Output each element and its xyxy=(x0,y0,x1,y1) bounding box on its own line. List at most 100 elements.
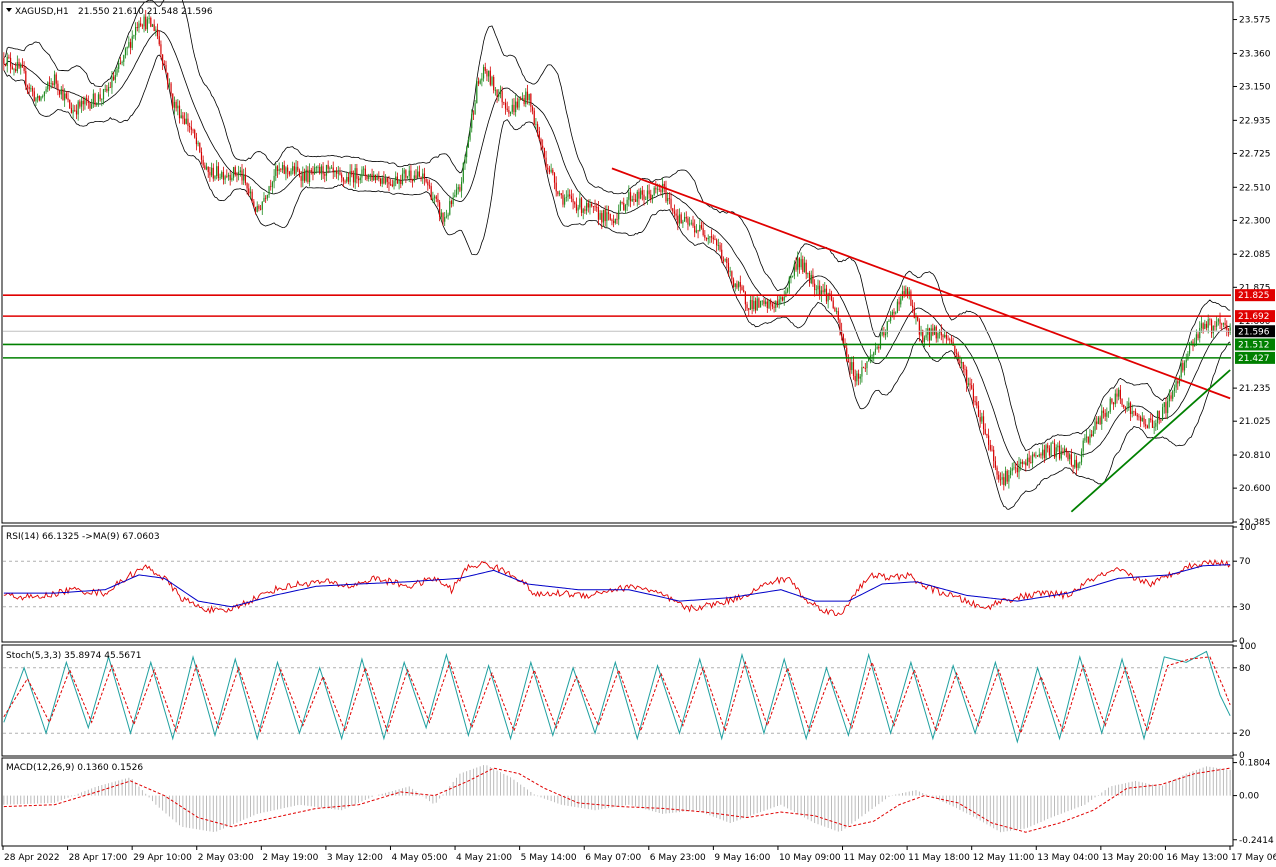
candle-body xyxy=(589,203,591,208)
candle-body xyxy=(325,164,328,176)
candle-body xyxy=(276,166,279,171)
current-price-tag-label: 21.596 xyxy=(1238,327,1270,337)
candle-body xyxy=(295,166,297,174)
candle-body xyxy=(739,282,741,287)
candle-body xyxy=(133,35,135,37)
macd-tick-label: 0.00 xyxy=(1239,792,1259,802)
candle-body xyxy=(599,213,601,220)
candle-body xyxy=(842,334,844,345)
dropdown-arrow-icon[interactable] xyxy=(6,8,12,12)
candle-body xyxy=(249,191,252,194)
candle-body xyxy=(391,184,393,187)
candle-body xyxy=(966,369,968,385)
candle-body xyxy=(509,111,512,114)
candle-body xyxy=(109,87,111,88)
price-tag-box xyxy=(1235,310,1275,323)
candle-body xyxy=(440,212,442,217)
candle-body xyxy=(1028,457,1030,463)
candle-body xyxy=(1092,430,1094,437)
candle-body xyxy=(702,228,704,236)
candle-body xyxy=(1021,461,1023,464)
candle-body xyxy=(1008,474,1010,482)
candle-body xyxy=(234,167,236,175)
candle-body xyxy=(810,274,812,284)
candle-body xyxy=(163,63,165,65)
macd-pane[interactable]: 0.1804 0.00 -0.2414 MACD(12,26,9) 0.1360 0… xyxy=(1,757,1274,847)
candle-body xyxy=(239,170,241,172)
candle-body xyxy=(873,352,875,356)
candle-body xyxy=(229,174,231,181)
candle-body xyxy=(1064,448,1066,452)
candle-body xyxy=(1197,334,1199,339)
candle-body xyxy=(231,177,233,181)
candle-body xyxy=(1160,419,1162,421)
candle-body xyxy=(221,172,223,178)
candle-body xyxy=(1074,459,1076,468)
candle-body xyxy=(530,93,532,107)
candle-body xyxy=(795,264,797,270)
candle-body xyxy=(925,334,927,338)
candle-body xyxy=(21,64,24,68)
candle-body xyxy=(947,338,949,340)
candle-body xyxy=(945,334,947,339)
candle-body xyxy=(1119,389,1121,399)
trendline-support[interactable] xyxy=(1070,369,1231,513)
candle-body xyxy=(971,385,973,389)
candle-body xyxy=(525,91,527,105)
candle-body xyxy=(1089,434,1091,443)
candle-body xyxy=(482,66,485,79)
rsi-pane[interactable]: 100 70 30 0 RSI(14) 66.1325 ->MA(9) 67.0603 xyxy=(1,523,1256,647)
candle-body xyxy=(859,376,861,379)
candle-body xyxy=(638,191,640,199)
candle-body xyxy=(787,288,789,292)
candle-body xyxy=(200,151,203,160)
candle-body xyxy=(72,110,74,114)
candle-body xyxy=(572,198,574,203)
candle-body xyxy=(819,285,821,296)
price-pane[interactable]: 23.575 23.360 23.150 22.935 22.725 22.510 22.3… xyxy=(1,0,1275,528)
candle-body xyxy=(1161,407,1164,420)
candle-body xyxy=(1072,464,1074,468)
candle-body xyxy=(553,173,556,183)
candle-body xyxy=(1091,434,1093,437)
candle-body xyxy=(1113,402,1115,405)
candle-body xyxy=(711,236,713,238)
candle-body xyxy=(175,101,177,109)
candle-body xyxy=(55,74,57,84)
candle-body xyxy=(204,165,206,170)
trendline-resistance[interactable] xyxy=(611,167,1231,400)
candle-body xyxy=(1026,457,1029,466)
candle-body xyxy=(1016,467,1018,473)
candle-body xyxy=(202,159,204,166)
price-tick-label: 22.725 xyxy=(1239,149,1271,159)
candle-body xyxy=(464,157,466,163)
candle-body xyxy=(749,299,752,310)
price-axis: 23.575 23.360 23.150 22.935 22.725 22.510 22.3… xyxy=(1233,16,1271,528)
candle-body xyxy=(1121,398,1123,405)
candle-body xyxy=(324,174,326,176)
candle-body xyxy=(413,175,415,182)
candle-body xyxy=(1053,442,1056,458)
candle-body xyxy=(297,166,299,171)
candle-body xyxy=(736,283,738,288)
candle-body xyxy=(378,176,380,179)
candle-body xyxy=(558,193,561,195)
candle-body xyxy=(246,182,248,189)
candle-body xyxy=(886,321,888,334)
candle-body xyxy=(183,118,186,124)
candle-body xyxy=(69,100,71,109)
candle-body xyxy=(636,191,638,202)
candle-body xyxy=(248,188,250,194)
candle-body xyxy=(665,186,667,202)
candle-body xyxy=(67,98,69,101)
trendlines[interactable] xyxy=(611,167,1231,513)
candle-body xyxy=(611,219,613,221)
candle-body xyxy=(1199,327,1201,339)
candle-body xyxy=(569,194,571,197)
candle-body xyxy=(479,80,481,84)
candle-body xyxy=(930,328,932,341)
stochastic-pane[interactable]: 100 80 20 0 Stoch(5,3,3) 35.8974 45.5671 xyxy=(1,642,1256,761)
horizontal-levels[interactable] xyxy=(3,294,1231,359)
candle-body xyxy=(1057,445,1059,448)
